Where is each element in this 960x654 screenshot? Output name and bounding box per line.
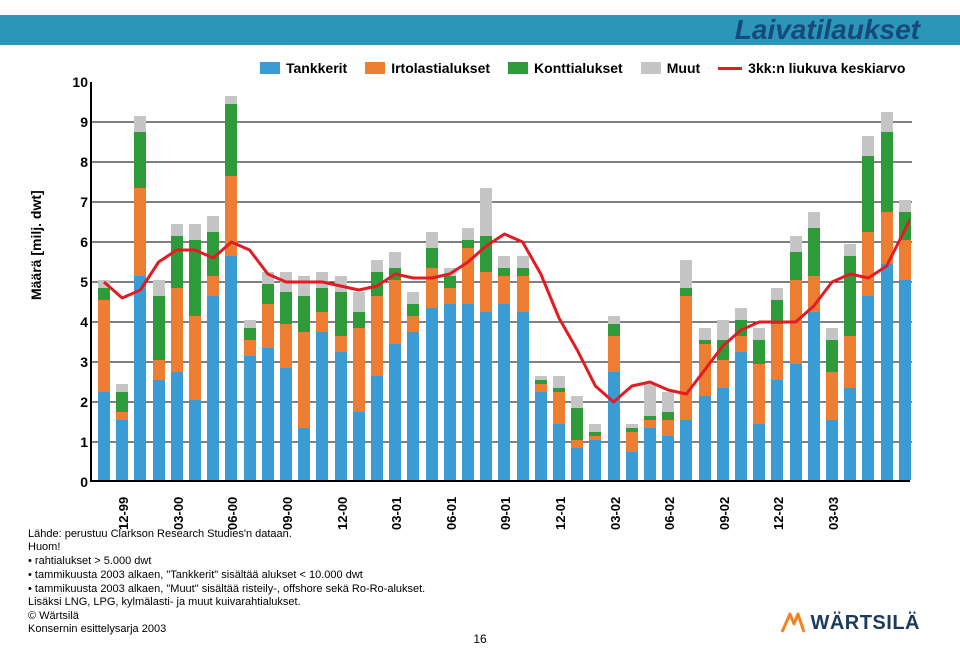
bar xyxy=(298,276,310,480)
bar xyxy=(335,276,347,480)
bar xyxy=(899,200,911,480)
bar xyxy=(462,228,474,480)
page-title: Laivatilaukset xyxy=(735,14,920,46)
bar xyxy=(753,328,765,480)
note-line: Lisäksi LNG, LPG, kylmälasti- ja muut ku… xyxy=(28,596,425,610)
copyright-block: © Wärtsilä Konsernin esittelysarja 2003 xyxy=(28,610,166,636)
bar xyxy=(153,280,165,480)
wartsila-logo: WÄRTSILÄ xyxy=(778,610,920,636)
y-tick: 4 xyxy=(80,314,88,330)
legend-item: Konttialukset xyxy=(508,60,623,76)
bar xyxy=(826,328,838,480)
logo-icon xyxy=(778,610,806,636)
bar xyxy=(571,396,583,480)
bar xyxy=(517,256,529,480)
legend-line: 3kk:n liukuva keskiarvo xyxy=(718,60,905,76)
bar xyxy=(444,268,456,480)
bar xyxy=(207,216,219,480)
legend-item: Irtolastialukset xyxy=(365,60,490,76)
y-tick: 2 xyxy=(80,394,88,410)
note-line: Huom! xyxy=(28,541,425,555)
bar xyxy=(553,376,565,480)
note-line: • tammikuusta 2003 alkaen, "Muut" sisält… xyxy=(28,583,425,597)
bar xyxy=(480,188,492,480)
logo-text: WÄRTSILÄ xyxy=(810,612,920,635)
y-axis-ticks: 012345678910 xyxy=(62,82,88,482)
legend-item: Muut xyxy=(641,60,700,76)
x-tick-label: 06-00 xyxy=(225,497,240,530)
x-tick-label: 09-01 xyxy=(498,497,513,530)
bar xyxy=(116,384,128,480)
bar xyxy=(98,280,110,480)
x-tick-label: 06-01 xyxy=(444,497,459,530)
bar xyxy=(680,260,692,480)
bar xyxy=(790,236,802,480)
bar xyxy=(771,288,783,480)
bar xyxy=(735,308,747,480)
y-axis-label: Määrä [milj. dwt] xyxy=(28,190,44,300)
chart-area: 12-9903-0006-0009-0012-0003-0106-0109-01… xyxy=(90,82,910,520)
bar xyxy=(316,272,328,480)
bar xyxy=(662,392,674,480)
bar xyxy=(644,384,656,480)
y-tick: 8 xyxy=(80,154,88,170)
x-tick-label: 12-01 xyxy=(553,497,568,530)
bar xyxy=(389,252,401,480)
bar xyxy=(862,136,874,480)
copyright-line2: Konsernin esittelysarja 2003 xyxy=(28,623,166,636)
bar xyxy=(280,272,292,480)
x-tick-label: 03-00 xyxy=(171,497,186,530)
bar xyxy=(353,292,365,480)
bar xyxy=(717,320,729,480)
bar xyxy=(371,260,383,480)
x-tick-label: 06-02 xyxy=(662,497,677,530)
bar xyxy=(808,212,820,480)
bar xyxy=(589,424,601,480)
bar xyxy=(189,224,201,480)
x-axis-labels: 12-9903-0006-0009-0012-0003-0106-0109-01… xyxy=(90,486,910,520)
bar xyxy=(244,320,256,480)
y-tick: 6 xyxy=(80,234,88,250)
y-tick: 0 xyxy=(80,474,88,490)
bar xyxy=(699,328,711,480)
bar xyxy=(844,244,856,480)
note-line: Lähde: perustuu Clarkson Research Studie… xyxy=(28,528,425,542)
y-tick: 5 xyxy=(80,274,88,290)
copyright-line1: © Wärtsilä xyxy=(28,610,166,623)
stacked-bars xyxy=(92,82,910,480)
bar xyxy=(407,292,419,480)
plot-area xyxy=(90,82,910,482)
page-number: 16 xyxy=(473,632,486,646)
x-tick-label: 03-01 xyxy=(389,497,404,530)
x-tick-label: 03-02 xyxy=(608,497,623,530)
bar xyxy=(225,96,237,480)
x-tick-label: 12-99 xyxy=(116,497,131,530)
y-tick: 9 xyxy=(80,114,88,130)
x-tick-label: 12-00 xyxy=(335,497,350,530)
y-tick: 10 xyxy=(72,74,88,90)
bar xyxy=(498,256,510,480)
x-tick-label: 03-03 xyxy=(826,497,841,530)
bar xyxy=(608,316,620,480)
bar xyxy=(881,112,893,480)
legend-item: Tankkerit xyxy=(260,60,347,76)
bar xyxy=(535,376,547,480)
bar xyxy=(426,232,438,480)
bar xyxy=(626,424,638,480)
x-tick-label: 09-00 xyxy=(280,497,295,530)
bar xyxy=(262,272,274,480)
y-tick: 3 xyxy=(80,354,88,370)
y-tick: 1 xyxy=(80,434,88,450)
chart-legend: Tankkerit Irtolastialukset Konttialukset Mu… xyxy=(260,60,905,76)
bar xyxy=(134,116,146,480)
note-line: • tammikuusta 2003 alkaen, "Tankkerit" s… xyxy=(28,569,425,583)
x-tick-label: 09-02 xyxy=(717,497,732,530)
y-tick: 7 xyxy=(80,194,88,210)
x-tick-label: 12-02 xyxy=(771,497,786,530)
bar xyxy=(171,224,183,480)
note-line: • rahtialukset > 5.000 dwt xyxy=(28,555,425,569)
source-notes: Lähde: perustuu Clarkson Research Studie… xyxy=(28,528,425,611)
